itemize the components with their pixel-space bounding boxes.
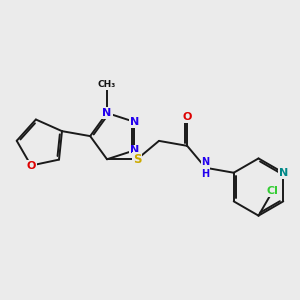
Text: N: N bbox=[130, 117, 139, 127]
Text: N: N bbox=[102, 108, 112, 118]
Text: N
H: N H bbox=[202, 157, 210, 178]
Text: S: S bbox=[133, 153, 141, 166]
Text: O: O bbox=[182, 112, 192, 122]
Text: CH₃: CH₃ bbox=[98, 80, 116, 89]
Text: Cl: Cl bbox=[267, 186, 279, 196]
Text: N: N bbox=[279, 168, 288, 178]
Text: O: O bbox=[26, 160, 36, 171]
Text: N: N bbox=[130, 146, 139, 155]
